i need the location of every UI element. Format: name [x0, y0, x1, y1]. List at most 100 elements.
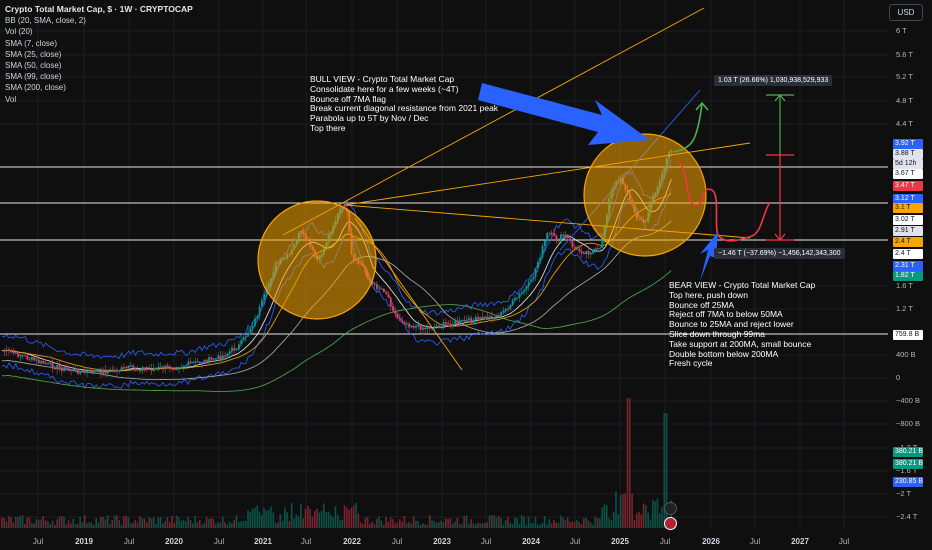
- measure-down-label[interactable]: −1.46 T (−37.69%) −1,456,142,343,300: [714, 248, 845, 259]
- lightning-icon[interactable]: [664, 502, 677, 515]
- volume-bar: [263, 508, 265, 528]
- volume-bar: [49, 524, 51, 528]
- volume-bar: [495, 517, 498, 528]
- legend-bb[interactable]: BB (20, SMA, close, 2): [5, 16, 86, 26]
- time-tick: Jul: [838, 537, 850, 546]
- volume-bar: [281, 520, 284, 528]
- volume-bar: [373, 524, 376, 528]
- candle-body: [573, 247, 576, 250]
- volume-bar: [327, 511, 330, 528]
- candle-body: [583, 253, 585, 255]
- volume-bar: [564, 520, 567, 528]
- candle-body: [90, 369, 93, 374]
- candle-body: [102, 369, 105, 374]
- volume-bar: [647, 512, 649, 528]
- volume-bar: [274, 522, 277, 528]
- volume-bar: [458, 524, 461, 528]
- volume-bar: [272, 512, 275, 528]
- candle-body: [35, 359, 38, 361]
- candle-body: [550, 232, 553, 234]
- volume-bar: [33, 523, 35, 528]
- bear-line: Reject off 7MA to below 50MA: [669, 309, 783, 320]
- time-tick: Jul: [749, 537, 761, 546]
- price-tick: −1.6 T: [896, 466, 918, 475]
- legend-sma50[interactable]: SMA (50, close): [5, 61, 62, 71]
- candle-body: [164, 365, 167, 370]
- candle-body: [12, 352, 15, 354]
- price-scale-label: 3.88 T: [893, 149, 923, 159]
- volume-bar: [484, 523, 486, 528]
- candle-body: [44, 363, 47, 365]
- candle-body: [150, 368, 153, 371]
- volume-bar: [21, 515, 24, 528]
- volume-bar: [95, 518, 97, 528]
- candle-body: [410, 326, 413, 328]
- volume-bar: [279, 514, 281, 528]
- volume-bar: [332, 517, 334, 528]
- candle-body: [37, 359, 40, 364]
- volume-bar: [258, 511, 261, 528]
- volume-bar: [527, 516, 530, 528]
- candle-body: [192, 362, 194, 364]
- candle-body: [58, 364, 61, 368]
- legend-sma200[interactable]: SMA (200, close): [5, 83, 66, 93]
- measure-up-label[interactable]: 1.03 T (26.66%) 1,030,938,529,933: [714, 75, 833, 86]
- price-tick: 400 B: [896, 350, 916, 359]
- candle-body: [100, 368, 102, 374]
- bear-line: Take support at 200MA, small bounce: [669, 338, 812, 349]
- volume-bar: [81, 522, 84, 528]
- candle-body: [484, 316, 486, 320]
- currency-button[interactable]: USD: [889, 4, 923, 21]
- volume-bar: [658, 513, 661, 528]
- candle-body: [599, 247, 601, 249]
- bull-line: BULL VIEW - Crypto Total Market Cap: [310, 74, 455, 84]
- volume-bar: [240, 521, 242, 528]
- candle-body: [116, 369, 118, 372]
- bear-line: Double bottom below 200MA: [669, 348, 779, 359]
- volume-bar: [654, 501, 656, 528]
- legend-vol20[interactable]: Vol (20): [5, 27, 33, 37]
- us-flag-icon[interactable]: [664, 517, 677, 530]
- volume-bar: [221, 516, 224, 528]
- candle-body: [203, 359, 206, 363]
- volume-bar: [293, 518, 295, 528]
- volume-bar: [136, 522, 139, 528]
- volume-bar: [320, 510, 323, 528]
- candle-body: [129, 365, 132, 367]
- volume-bar: [116, 515, 118, 528]
- volume-bar: [615, 491, 617, 528]
- candle-body: [263, 293, 266, 300]
- volume-bar: [5, 521, 8, 528]
- candle-body: [495, 315, 498, 317]
- price-tick: −800 B: [896, 419, 920, 428]
- volume-bar: [371, 521, 373, 528]
- candle-body: [146, 368, 148, 370]
- volume-bar: [277, 522, 279, 528]
- candle-body: [198, 361, 201, 364]
- price-tick: 5.2 T: [896, 72, 913, 81]
- volume-bar: [35, 519, 38, 528]
- volume-bar: [555, 522, 557, 528]
- candle-body: [157, 366, 160, 369]
- legend-sma99[interactable]: SMA (99, close): [5, 72, 62, 82]
- candle-body: [585, 251, 588, 255]
- volume-bar: [638, 512, 640, 528]
- legend-sma7[interactable]: SMA (7, close): [5, 38, 58, 48]
- candle-body: [433, 326, 436, 329]
- price-scale-label: 3.67 T: [893, 169, 923, 179]
- volume-bar: [244, 520, 247, 528]
- volume-bar: [47, 521, 49, 528]
- volume-bar: [500, 518, 502, 528]
- candle-body: [438, 325, 440, 328]
- candle-body: [123, 366, 125, 368]
- symbol-title[interactable]: Crypto Total Market Cap, $ · 1W · CRYPTO…: [5, 4, 193, 14]
- candle-body: [543, 240, 546, 246]
- bull-line: Consolidate here for a few weeks (~4T): [310, 83, 459, 94]
- legend-sma25[interactable]: SMA (25, close): [5, 49, 62, 59]
- volume-bar: [608, 518, 610, 528]
- volume-bar: [14, 516, 17, 528]
- candle-body: [113, 369, 116, 372]
- legend-vol[interactable]: Vol: [5, 94, 17, 104]
- candle-body: [166, 365, 169, 367]
